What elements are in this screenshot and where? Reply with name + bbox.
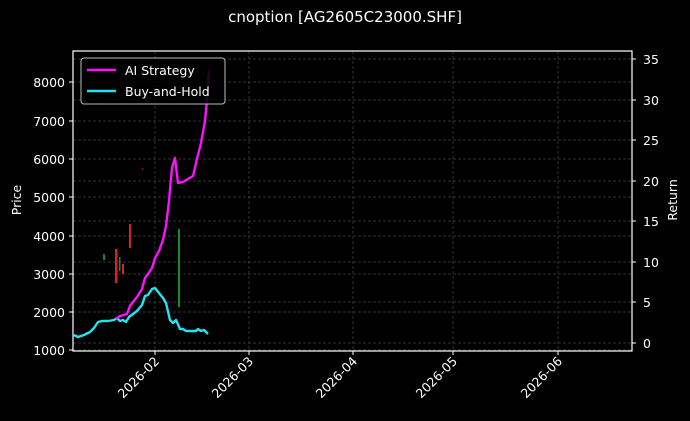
- right-axis-ticks: [632, 58, 636, 344]
- svg-text:5: 5: [643, 295, 651, 310]
- left-axis-ticks: [69, 81, 73, 351]
- right-axis-labels: 0 5 10 15 20 25 30 35: [643, 52, 659, 351]
- svg-text:15: 15: [643, 214, 659, 229]
- svg-text:8000: 8000: [33, 75, 65, 90]
- x-axis-labels: 2026-02 2026-03 2026-04 2026-05 2026-06: [115, 353, 566, 401]
- svg-text:1000: 1000: [33, 343, 65, 358]
- svg-text:2026-04: 2026-04: [313, 353, 361, 401]
- svg-text:3000: 3000: [33, 267, 65, 282]
- svg-text:2026-06: 2026-06: [518, 353, 566, 401]
- svg-text:6000: 6000: [33, 152, 65, 167]
- svg-text:35: 35: [643, 52, 659, 67]
- svg-text:2000: 2000: [33, 305, 65, 320]
- svg-text:10: 10: [643, 255, 659, 270]
- x-axis-ticks: [154, 351, 559, 355]
- svg-text:2026-02: 2026-02: [115, 354, 163, 402]
- candlesticks: [103, 168, 205, 307]
- svg-text:4000: 4000: [33, 229, 65, 244]
- svg-text:5000: 5000: [33, 190, 65, 205]
- svg-text:20: 20: [643, 174, 659, 189]
- buy-and-hold-line: [73, 286, 209, 339]
- svg-text:25: 25: [643, 133, 659, 148]
- svg-text:2026-03: 2026-03: [209, 354, 257, 402]
- chart-title: cnoption [AG2605C23000.SHF]: [228, 8, 462, 26]
- svg-text:0: 0: [643, 336, 651, 351]
- left-axis-labels: 1000 2000 3000 4000 5000 6000 7000 8000: [33, 75, 65, 358]
- svg-text:7000: 7000: [33, 114, 65, 129]
- y-axis-label-return: Return: [665, 179, 680, 220]
- gridlines: [73, 51, 632, 351]
- legend-label-buy-and-hold: Buy-and-Hold: [125, 84, 210, 99]
- legend-label-ai-strategy: AI Strategy: [125, 63, 195, 78]
- svg-text:30: 30: [643, 93, 659, 108]
- y-axis-label-price: Price: [9, 184, 24, 215]
- ai-strategy-line: [115, 69, 211, 320]
- svg-text:2026-05: 2026-05: [413, 354, 461, 402]
- legend: AI Strategy Buy-and-Hold: [80, 57, 226, 105]
